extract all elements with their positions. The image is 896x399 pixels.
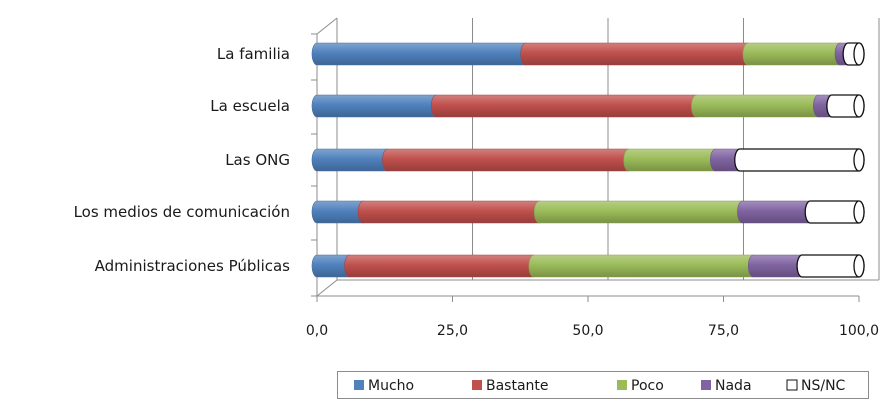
bar-segment-nsnc [734,148,865,172]
category-labels: La familia La escuela Las ONG Los medios de… [74,45,291,275]
bar-segment-poco [623,148,721,172]
bar-segment-bastante [520,42,754,66]
x-tick-label: 75,0 [708,323,739,339]
x-tick-labels: 0,0 25,0 50,0 75,0 100,0 [306,323,879,339]
bar-segment-poco [691,94,824,118]
legend-label: Nada [715,378,752,394]
bar-segment-mucho [311,148,393,172]
legend-box [337,371,869,399]
category-label: Administraciones Públicas [95,257,291,275]
legend-swatch [617,380,627,390]
legend-swatch [354,380,364,390]
category-label: La familia [217,45,290,63]
floor-edge [316,279,879,297]
wall-edge [316,17,338,35]
legend-swatch [472,380,482,390]
bar-segment-nada [737,200,816,224]
bar-segment-poco [742,42,846,66]
bar-end-cap [853,94,865,118]
bar-segment-bastante [344,254,540,278]
x-tick-label: 25,0 [437,323,468,339]
category-label: La escuela [210,97,290,115]
bar-segment-poco [528,254,759,278]
x-tick-label: 50,0 [572,323,603,339]
bar-end-cap [853,200,865,224]
x-tick-label: 0,0 [306,323,328,339]
bar-end-cap [853,42,865,66]
legend-label: Mucho [368,378,414,394]
bar-segment-mucho [311,42,531,66]
category-label: Los medios de comunicación [74,203,290,221]
legend: Mucho Bastante Poco Nada NS/NC [337,371,869,399]
bar-segment-bastante [382,148,634,172]
bar-segment-poco [533,200,748,224]
category-label: Las ONG [225,151,290,169]
bar-end-cap [853,148,865,172]
bars [311,42,865,278]
bar-end-cap [853,254,865,278]
legend-label: Bastante [486,378,549,394]
x-tick-label: 100,0 [839,323,879,339]
legend-label: NS/NC [801,378,846,394]
legend-swatch [786,379,798,391]
legend-label: Poco [631,378,664,394]
bar-segment-bastante [357,200,545,224]
bar-segment-mucho [311,94,442,118]
legend-swatch [701,380,711,390]
bar-segment-bastante [430,94,702,118]
